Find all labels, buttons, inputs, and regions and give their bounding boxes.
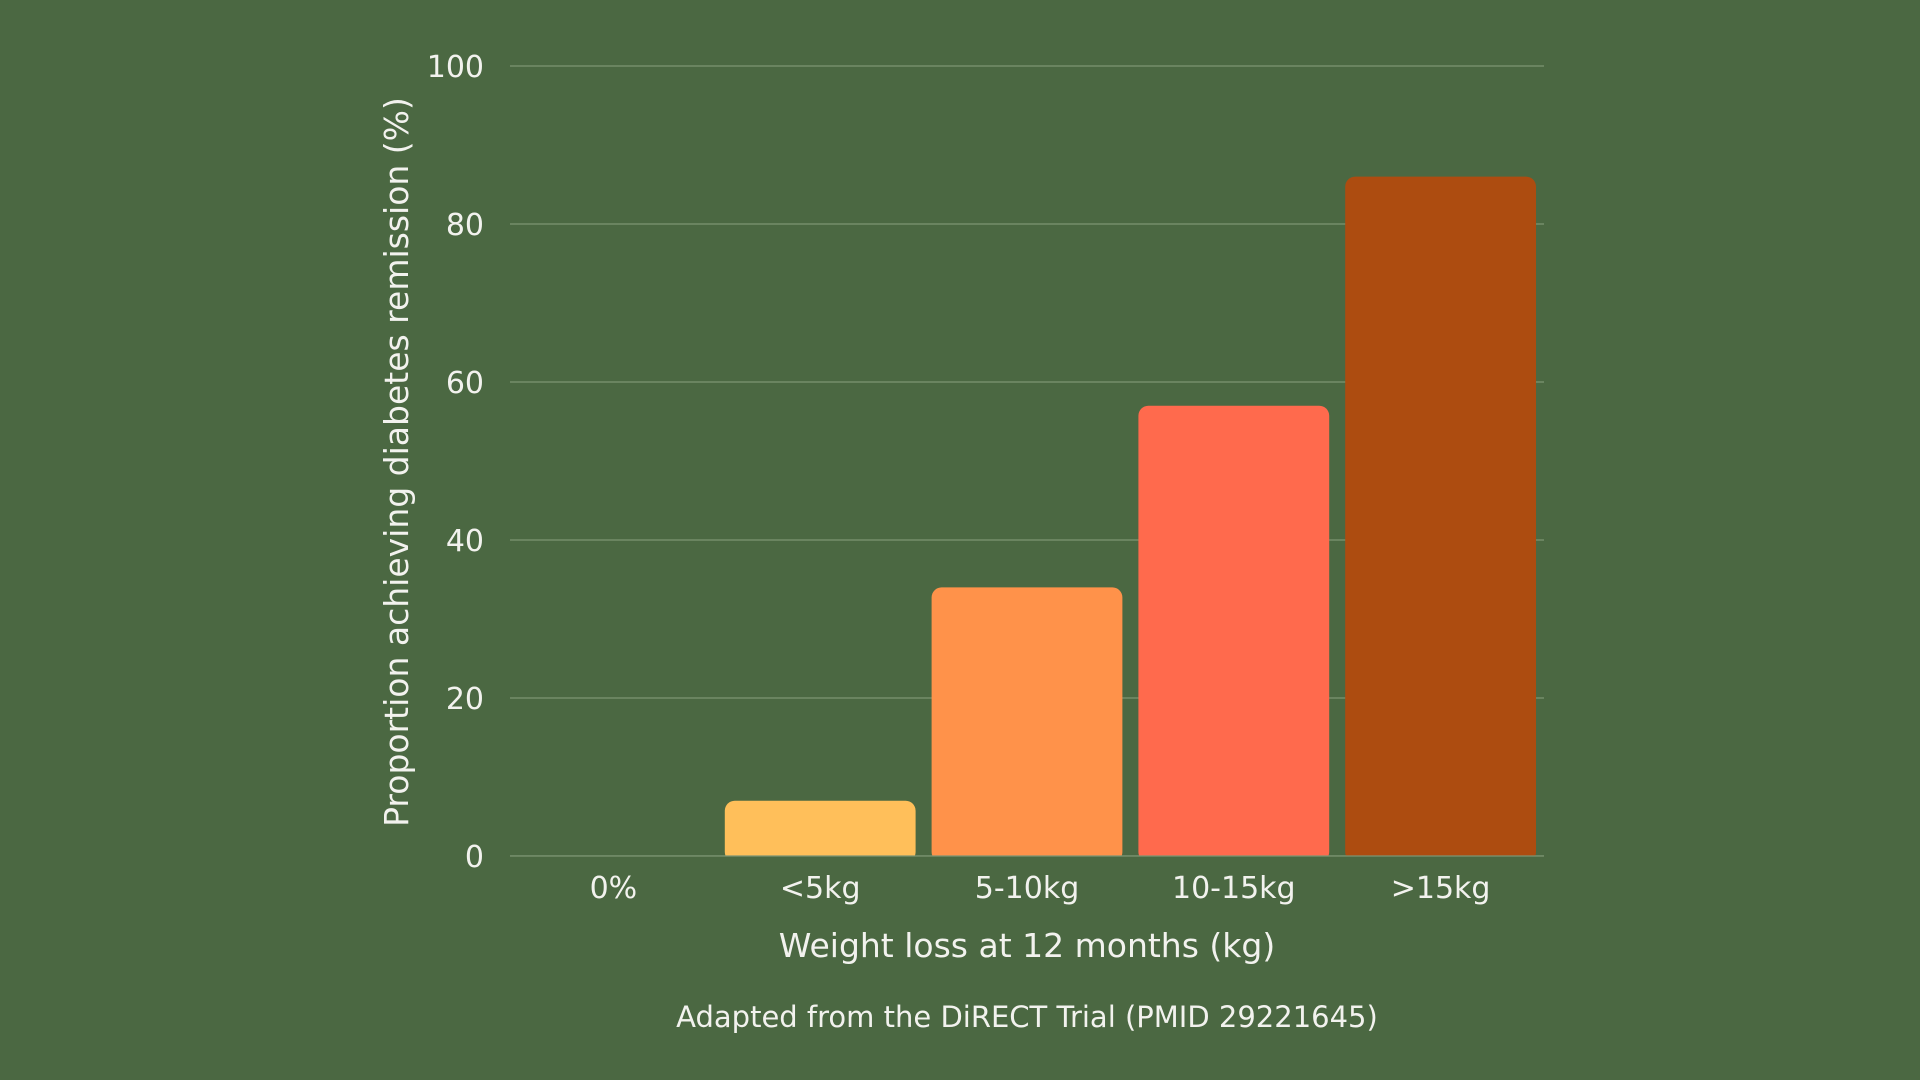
y-axis-title: Proportion achieving diabetes remission … — [377, 97, 416, 827]
baseline-mask — [500, 856, 1554, 866]
source-caption: Adapted from the DiRECT Trial (PMID 2922… — [676, 1000, 1378, 1034]
x-tick-label: <5kg — [780, 871, 861, 906]
y-tick-label: 60 — [446, 366, 484, 401]
bars — [500, 176, 1554, 866]
y-tick-label: 100 — [427, 50, 484, 85]
x-tick-label: 10-15kg — [1172, 871, 1296, 906]
x-axis-ticks: 0% <5kg 5-10kg 10-15kg >15kg — [590, 871, 1491, 906]
y-axis-ticks: 0 20 40 60 80 100 — [427, 50, 484, 875]
y-tick-label: 20 — [446, 682, 484, 717]
x-tick-label: 5-10kg — [975, 871, 1080, 906]
y-tick-label: 0 — [465, 840, 484, 875]
x-tick-label: 0% — [590, 871, 638, 906]
bar — [1345, 176, 1536, 863]
x-tick-label: >15kg — [1391, 871, 1491, 906]
y-tick-label: 80 — [446, 208, 484, 243]
bar — [931, 587, 1123, 862]
x-axis-title: Weight loss at 12 months (kg) — [779, 926, 1275, 965]
y-tick-label: 40 — [446, 524, 484, 559]
bar — [1138, 405, 1330, 862]
bar — [724, 800, 916, 862]
